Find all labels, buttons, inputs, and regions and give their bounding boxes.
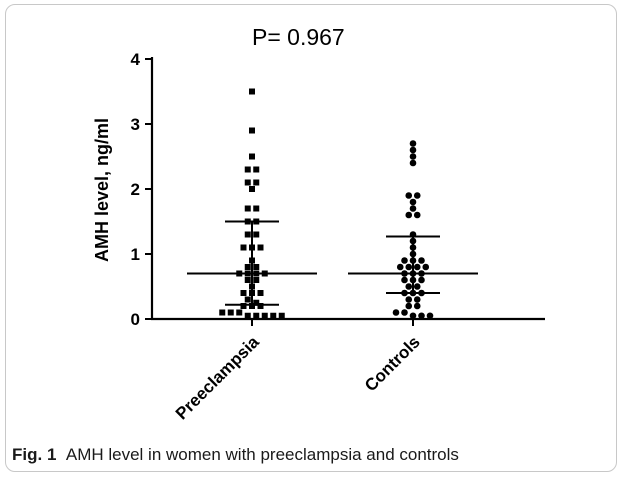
- data-point: [249, 127, 255, 134]
- data-point: [253, 166, 260, 173]
- data-point: [418, 312, 425, 320]
- data-point: [422, 263, 430, 271]
- y-tick-label: 4: [131, 50, 141, 69]
- data-point: [413, 283, 421, 290]
- data-point: [240, 303, 247, 309]
- data-point: [257, 244, 264, 251]
- data-point: [244, 179, 251, 186]
- data-point: [409, 146, 417, 154]
- data-point: [253, 205, 260, 212]
- y-tick-label: 2: [131, 180, 140, 199]
- data-point: [253, 277, 260, 283]
- data-point: [253, 312, 260, 319]
- y-tick-label: 3: [131, 115, 140, 134]
- y-axis-ticks: 0 1 2 3 4: [131, 50, 152, 329]
- summary-lines: [187, 220, 478, 306]
- data-point: [240, 244, 247, 251]
- data-point: [240, 290, 247, 296]
- data-point: [405, 192, 413, 199]
- data-point: [405, 283, 413, 290]
- figure-caption: Fig. 1 AMH level in women with preeclamp…: [12, 445, 459, 465]
- data-point: [249, 88, 255, 95]
- p-value-annotation: P= 0.967: [252, 24, 345, 50]
- data-point: [409, 140, 417, 147]
- chart-axes: [150, 57, 545, 321]
- data-point: [219, 309, 226, 316]
- data-point: [244, 264, 251, 270]
- figure-caption-text: AMH level in women with preeclampsia and…: [65, 445, 459, 464]
- data-point: [244, 277, 251, 283]
- data-point: [413, 192, 421, 199]
- data-point: [426, 312, 434, 320]
- data-point: [244, 166, 251, 173]
- data-point: [392, 309, 400, 316]
- data-point: [409, 312, 417, 320]
- data-point: [413, 302, 421, 310]
- data-point: [249, 186, 255, 192]
- data-point: [413, 211, 421, 219]
- y-tick-label: 0: [131, 310, 140, 329]
- data-point: [249, 153, 255, 160]
- figure-caption-label: Fig. 1: [12, 445, 57, 464]
- data-point: [253, 179, 260, 186]
- data-point: [249, 303, 255, 309]
- data-point: [413, 263, 421, 271]
- data-point: [396, 263, 404, 271]
- data-point: [401, 276, 408, 284]
- data-point: [409, 159, 417, 167]
- data-point: [401, 257, 408, 264]
- data-point: [261, 312, 268, 319]
- data-point: [405, 296, 413, 303]
- data-point: [401, 309, 408, 316]
- y-axis-label: AMH level, ng/ml: [92, 118, 112, 262]
- data-point: [253, 264, 260, 270]
- data-point: [270, 312, 277, 319]
- data-point: [244, 312, 251, 319]
- data-point: [227, 309, 234, 316]
- data-point: [236, 309, 243, 316]
- data-point: [405, 302, 413, 310]
- data-point: [244, 205, 251, 212]
- data-point: [278, 312, 285, 319]
- data-point: [405, 211, 413, 219]
- dot-plot-chart: 0 1 2 3 4 Preeclampsia Controls AMH level, ng…: [92, 50, 545, 423]
- data-point: [253, 299, 260, 306]
- data-point: [244, 231, 251, 238]
- x-axis-tick-labels: Preeclampsia Controls: [172, 319, 424, 423]
- figure-frame: [5, 4, 617, 472]
- x-tick-label: Preeclampsia: [172, 332, 263, 423]
- data-point: [244, 296, 251, 303]
- data-point: [405, 263, 413, 271]
- data-point: [409, 205, 417, 212]
- x-tick-label: Controls: [361, 332, 424, 395]
- y-tick-label: 1: [131, 245, 140, 264]
- data-point: [418, 257, 425, 264]
- data-point: [413, 296, 421, 303]
- data-point: [253, 231, 260, 238]
- data-point: [409, 198, 417, 206]
- data-point: [257, 303, 264, 309]
- data-point: [409, 153, 417, 160]
- data-point: [418, 276, 425, 284]
- data-point: [257, 290, 264, 296]
